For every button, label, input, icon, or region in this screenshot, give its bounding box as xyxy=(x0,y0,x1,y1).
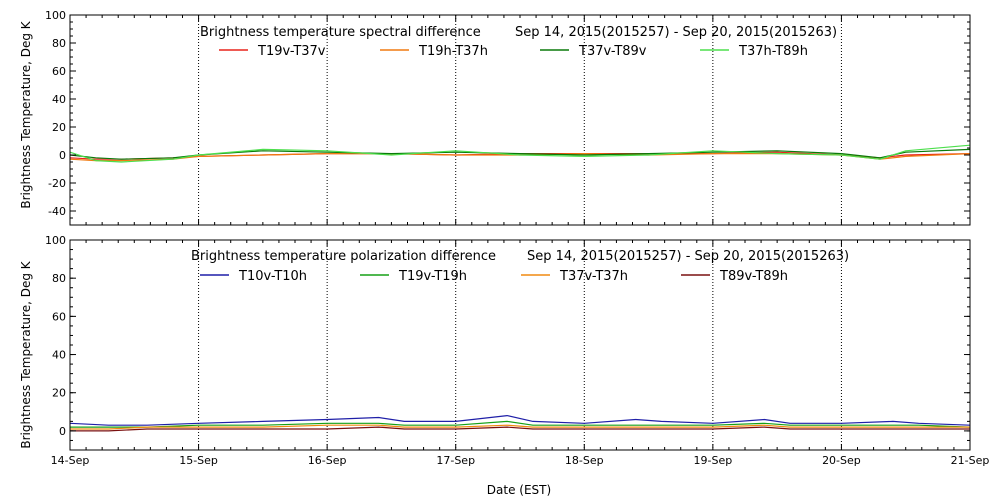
y-tick-label-60: 60 xyxy=(52,310,66,323)
series-line-t37v-t37h xyxy=(70,424,970,430)
polarization-gridlines xyxy=(198,240,842,450)
polarization-legend: T10v-T10h T19v-T19h T37v-T37h T89v-T89h xyxy=(200,269,788,284)
legend-label-t19v-t37v: T19v-T37v xyxy=(257,44,326,59)
y-tick-label-100: 100 xyxy=(45,9,66,22)
legend-label-t10v-t10h: T10v-T10h xyxy=(238,269,307,284)
x-tick-label-20-sep: 20-Sep xyxy=(822,454,861,467)
legend-label-t19h-t37h: T19h-T37h xyxy=(418,44,488,59)
polarization-date-range: Sep 14, 2015(2015257) - Sep 20, 2015(201… xyxy=(527,249,849,264)
x-tick-label-21-sep: 21-Sep xyxy=(951,454,990,467)
y-tick-label-80: 80 xyxy=(52,37,66,50)
x-tick-label-15-sep: 15-Sep xyxy=(179,454,218,467)
x-tick-label-16-sep: 16-Sep xyxy=(308,454,347,467)
y-tick-label-100: 100 xyxy=(45,234,66,247)
series-line-t19v-t19h xyxy=(70,420,971,428)
y-tick-label--40: -40 xyxy=(48,205,66,218)
y-tick-label--20: -20 xyxy=(48,177,66,190)
legend-label-t37v-t37h: T37v-T37h xyxy=(559,269,628,284)
polarization-axis-ticks: 0 20 40 60 80 100 14-Sep 15-Sep 16-Sep 17-Sep 18-S… xyxy=(45,234,989,467)
x-tick-label-17-sep: 17-Sep xyxy=(436,454,475,467)
legend-label-t37v-t89v: T37v-T89v xyxy=(578,44,647,59)
spectral-gridlines xyxy=(198,15,842,225)
polarization-chart-title: Brightness temperature polarization diff… xyxy=(191,249,496,264)
y-tick-label-80: 80 xyxy=(52,272,66,285)
spectral-series xyxy=(69,144,971,163)
x-tick-label-14-sep: 14-Sep xyxy=(51,454,90,467)
y-tick-label-0: 0 xyxy=(59,425,66,438)
spectral-difference-panel: -40 -20 0 20 40 60 80 100 Brightness temperatur… xyxy=(19,9,971,226)
spectral-axis-ticks: -40 -20 0 20 40 60 80 100 xyxy=(45,9,971,226)
series-line-t10v-t10h xyxy=(69,415,971,426)
spectral-legend: T19v-T37v T19h-T37h T37v-T89v T37h-T89h xyxy=(219,44,808,59)
series-line-t37h-t89h xyxy=(69,144,971,163)
legend-label-t89v-t89h: T89v-T89h xyxy=(719,269,788,284)
x-axis-title: Date (EST) xyxy=(487,483,551,497)
polarization-y-axis-title: Brightness Temperature, Deg K xyxy=(19,260,33,448)
series-line-t89v-t89h xyxy=(70,426,970,432)
legend-label-t19v-t19h: T19v-T19h xyxy=(398,269,467,284)
polarization-difference-panel: 0 20 40 60 80 100 14-Sep 15-Sep 16-Sep 17-Sep 18-S… xyxy=(19,234,989,497)
x-tick-label-18-sep: 18-Sep xyxy=(565,454,604,467)
x-tick-label-19-sep: 19-Sep xyxy=(694,454,733,467)
y-tick-label-60: 60 xyxy=(52,65,66,78)
spectral-y-axis-title: Brightness Temperature, Deg K xyxy=(19,20,33,208)
y-tick-label-20: 20 xyxy=(52,387,66,400)
legend-label-t37h-t89h: T37h-T89h xyxy=(738,44,808,59)
spectral-date-range: Sep 14, 2015(2015257) - Sep 20, 2015(201… xyxy=(515,25,837,40)
y-tick-label-40: 40 xyxy=(52,349,66,362)
y-tick-label-20: 20 xyxy=(52,121,66,134)
y-tick-label-0: 0 xyxy=(59,149,66,162)
y-tick-label-40: 40 xyxy=(52,93,66,106)
spectral-chart-title: Brightness temperature spectral differen… xyxy=(200,25,481,40)
polarization-series xyxy=(69,415,971,432)
